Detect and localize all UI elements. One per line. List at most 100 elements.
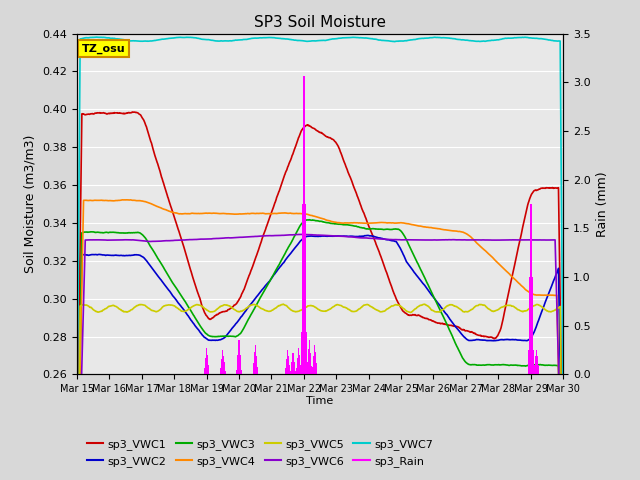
Bar [536, 353, 537, 374]
Bar [222, 353, 223, 374]
Bar [240, 355, 241, 374]
Bar [221, 359, 222, 374]
Bar [239, 340, 240, 374]
Bar [236, 370, 237, 374]
Bar [307, 366, 308, 374]
Bar [206, 351, 207, 374]
Bar [285, 365, 286, 374]
Bar [257, 371, 258, 374]
Bar [303, 34, 304, 374]
Bar [306, 289, 307, 374]
Bar [289, 368, 290, 374]
Bar [538, 368, 539, 374]
Bar [292, 350, 294, 374]
Bar [207, 358, 208, 374]
Bar [531, 204, 532, 374]
Bar [537, 356, 538, 374]
Bar [300, 368, 301, 374]
Bar [535, 359, 536, 374]
Bar [529, 301, 530, 374]
Bar [301, 289, 302, 374]
Bar [254, 352, 255, 374]
Bar [222, 356, 223, 374]
Bar [309, 345, 310, 374]
Bar [285, 368, 286, 374]
Bar [315, 352, 316, 374]
Bar [308, 345, 309, 374]
Bar [294, 362, 295, 374]
Legend: sp3_VWC1, sp3_VWC2, sp3_VWC3, sp3_VWC4, sp3_VWC5, sp3_VWC6, sp3_VWC7, sp3_Rain: sp3_VWC1, sp3_VWC2, sp3_VWC3, sp3_VWC4, … [83, 435, 438, 471]
Bar [298, 348, 299, 374]
Bar [291, 365, 292, 374]
Bar [204, 368, 205, 374]
Bar [287, 353, 288, 374]
Bar [294, 365, 295, 374]
Bar [286, 359, 287, 374]
Y-axis label: Soil Moisture (m3/m3): Soil Moisture (m3/m3) [24, 135, 36, 273]
Bar [255, 349, 256, 374]
Bar [312, 367, 313, 374]
Text: TZ_osu: TZ_osu [82, 44, 125, 54]
Bar [223, 356, 224, 374]
Bar [240, 350, 241, 374]
Bar [297, 358, 298, 374]
Bar [253, 363, 254, 374]
Bar [288, 356, 289, 374]
Bar [532, 301, 533, 374]
Bar [529, 277, 530, 374]
Bar [223, 359, 224, 374]
Bar [538, 372, 540, 374]
Bar [288, 353, 289, 374]
Bar [289, 365, 290, 374]
Bar [306, 332, 307, 374]
Bar [298, 351, 300, 374]
Bar [241, 370, 242, 374]
Bar [295, 372, 296, 374]
Bar [220, 372, 221, 374]
Bar [207, 361, 208, 374]
Bar [253, 360, 254, 374]
Bar [238, 345, 239, 374]
Bar [314, 349, 315, 374]
Bar [316, 363, 317, 374]
Bar [304, 76, 305, 374]
Bar [302, 204, 303, 374]
Bar [254, 356, 255, 374]
Bar [304, 119, 305, 374]
Bar [307, 361, 308, 374]
Bar [532, 326, 534, 374]
Bar [534, 368, 535, 374]
Bar [303, 76, 304, 374]
Bar [255, 352, 256, 374]
Bar [296, 368, 297, 374]
Bar [534, 365, 535, 374]
Bar [305, 204, 306, 374]
Bar [296, 364, 297, 374]
Bar [286, 362, 287, 374]
Bar [205, 355, 206, 374]
Bar [237, 350, 238, 374]
Bar [530, 252, 531, 374]
Bar [302, 247, 303, 374]
Bar [290, 372, 291, 374]
Bar [204, 371, 205, 374]
Bar [297, 361, 298, 374]
Bar [314, 345, 315, 374]
Bar [300, 364, 301, 374]
Bar [533, 350, 534, 374]
Bar [292, 353, 293, 374]
Bar [536, 350, 537, 374]
Bar [256, 356, 257, 374]
Bar [299, 355, 300, 374]
Y-axis label: Rain (mm): Rain (mm) [596, 171, 609, 237]
Bar [208, 368, 209, 374]
Bar [301, 332, 302, 374]
Bar [315, 349, 316, 374]
Bar [224, 365, 225, 374]
Bar [220, 368, 221, 374]
Bar [313, 360, 314, 374]
Bar [535, 362, 536, 374]
Bar [530, 228, 531, 374]
Bar [305, 247, 306, 374]
Bar [312, 371, 313, 374]
